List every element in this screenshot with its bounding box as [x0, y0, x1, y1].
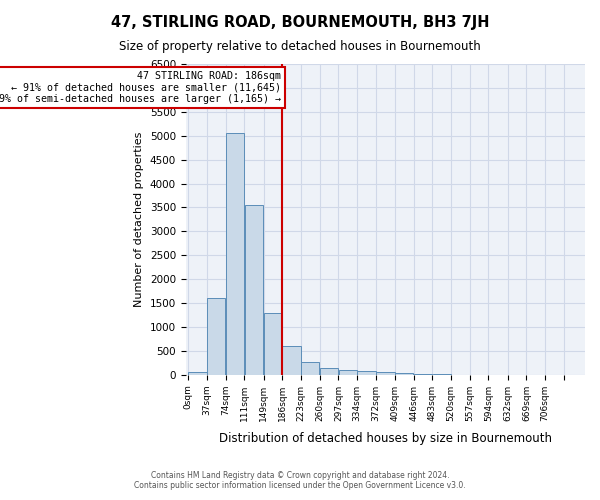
Y-axis label: Number of detached properties: Number of detached properties	[134, 132, 144, 307]
Bar	[357, 371, 376, 375]
Bar	[376, 372, 395, 375]
Bar	[283, 346, 301, 375]
Bar	[207, 298, 226, 375]
Bar	[320, 368, 338, 375]
Bar	[414, 374, 432, 375]
Bar	[226, 134, 244, 375]
Bar	[301, 362, 319, 375]
Text: Size of property relative to detached houses in Bournemouth: Size of property relative to detached ho…	[119, 40, 481, 53]
Text: Contains HM Land Registry data © Crown copyright and database right 2024.
Contai: Contains HM Land Registry data © Crown c…	[134, 470, 466, 490]
Bar	[245, 205, 263, 375]
X-axis label: Distribution of detached houses by size in Bournemouth: Distribution of detached houses by size …	[219, 432, 552, 445]
Bar	[188, 372, 207, 375]
Bar	[264, 312, 282, 375]
Bar	[395, 373, 413, 375]
Text: 47, STIRLING ROAD, BOURNEMOUTH, BH3 7JH: 47, STIRLING ROAD, BOURNEMOUTH, BH3 7JH	[111, 15, 489, 30]
Text: 47 STIRLING ROAD: 186sqm
← 91% of detached houses are smaller (11,645)
9% of sem: 47 STIRLING ROAD: 186sqm ← 91% of detach…	[0, 71, 281, 104]
Bar	[338, 370, 357, 375]
